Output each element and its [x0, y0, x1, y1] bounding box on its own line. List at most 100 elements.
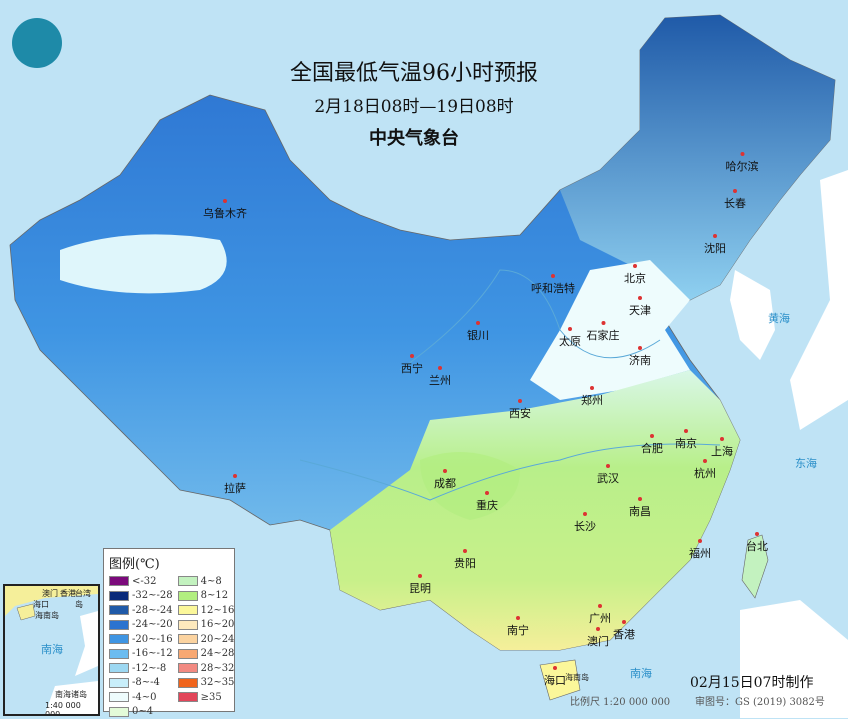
city-label: 海口	[544, 672, 566, 688]
city-label: 成都	[434, 475, 456, 491]
legend-title: 图例(℃)	[109, 553, 234, 572]
legend-label: -12~-8	[132, 663, 166, 674]
map-title: 全国最低气温96小时预报	[0, 55, 838, 87]
city-label: 武汉	[597, 470, 619, 486]
inset-label: 香港	[60, 588, 76, 599]
city-label: 合肥	[641, 440, 663, 456]
city-label: 昆明	[409, 580, 431, 596]
city-label: 郑州	[581, 392, 603, 408]
sea-label: 南海	[630, 665, 652, 681]
city-label: 太原	[559, 333, 581, 349]
inset-scale: 1:40 000 000	[45, 701, 98, 716]
legend-item: 28~32	[178, 661, 235, 676]
legend-swatch	[109, 576, 129, 586]
legend-item: -28~-24	[109, 603, 173, 618]
legend-swatch	[178, 620, 198, 630]
city-label: 呼和浩特	[531, 280, 575, 296]
legend: 图例(℃) <-32 -32~-28 -28~-24 -24~-20 -20~-16 -1…	[103, 548, 235, 712]
city-label: 哈尔滨	[726, 158, 759, 174]
legend-label: 16~20	[201, 619, 235, 630]
legend-item: 20~24	[178, 632, 235, 647]
legend-item: 32~35	[178, 676, 235, 691]
legend-swatch	[178, 634, 198, 644]
legend-swatch	[178, 663, 198, 673]
legend-swatch	[178, 692, 198, 702]
legend-swatch	[178, 678, 198, 688]
tarim-basin	[60, 234, 227, 293]
city-label: 拉萨	[224, 480, 246, 496]
legend-label: 0~4	[132, 706, 153, 717]
legend-item: 16~20	[178, 618, 235, 633]
legend-label: 32~35	[201, 677, 235, 688]
legend-label: ≥35	[201, 692, 222, 703]
legend-item: <-32	[109, 574, 173, 589]
south-china-sea-inset: 澳门 香港 台湾岛 海口 海南岛 南海 南海诸岛 1:40 000 000	[3, 584, 100, 716]
legend-swatch	[109, 707, 129, 717]
sea-label: 东海	[795, 455, 817, 471]
legend-label: 4~8	[201, 576, 222, 587]
city-label: 兰州	[429, 372, 451, 388]
city-label: 福州	[689, 545, 711, 561]
legend-label: -32~-28	[132, 590, 173, 601]
city-label: 天津	[629, 302, 651, 318]
legend-label: 20~24	[201, 634, 235, 645]
city-label: 南宁	[507, 622, 529, 638]
map-scale: 比例尺 1:20 000 000	[570, 693, 670, 708]
inset-label: 南海	[41, 641, 63, 657]
legend-label: -20~-16	[132, 634, 173, 645]
legend-label: 24~28	[201, 648, 235, 659]
production-time: 02月15日07时制作	[690, 672, 813, 692]
legend-swatch	[109, 605, 129, 615]
city-label: 南昌	[629, 503, 651, 519]
city-label: 台北	[746, 538, 768, 554]
legend-swatch	[178, 649, 198, 659]
city-label: 长春	[724, 195, 746, 211]
legend-item: -20~-16	[109, 632, 173, 647]
legend-item: 8~12	[178, 589, 235, 604]
legend-item: 12~16	[178, 603, 235, 618]
legend-item: -24~-20	[109, 618, 173, 633]
city-label: 银川	[467, 327, 489, 343]
city-label: 长沙	[574, 518, 596, 534]
inset-label: 南海诸岛	[55, 689, 87, 700]
legend-swatch	[109, 649, 129, 659]
legend-label: -4~0	[132, 692, 156, 703]
legend-swatch	[178, 576, 198, 586]
legend-swatch	[178, 605, 198, 615]
city-label: 贵阳	[454, 555, 476, 571]
inset-label: 海口	[33, 599, 49, 610]
legend-label: -28~-24	[132, 605, 173, 616]
city-label: 澳门	[587, 633, 609, 649]
forecast-period: 2月18日08时—19日08时	[0, 92, 838, 117]
city-label: 西宁	[401, 360, 423, 376]
city-label: 上海	[711, 443, 733, 459]
agency-name: 中央气象台	[0, 124, 838, 150]
legend-label: 28~32	[201, 663, 235, 674]
legend-item: -32~-28	[109, 589, 173, 604]
legend-swatch	[109, 678, 129, 688]
legend-item: -12~-8	[109, 661, 173, 676]
legend-label: -8~-4	[132, 677, 160, 688]
legend-item: 4~8	[178, 574, 235, 589]
city-label: 杭州	[694, 465, 716, 481]
legend-item: -16~-12	[109, 647, 173, 662]
map-review-number: 审图号：GS (2019) 3082号	[695, 693, 825, 708]
legend-swatch	[109, 620, 129, 630]
legend-item: ≥35	[178, 690, 235, 705]
legend-label: -24~-20	[132, 619, 173, 630]
legend-swatch	[109, 634, 129, 644]
legend-item: 24~28	[178, 647, 235, 662]
legend-label: 8~12	[201, 590, 228, 601]
japan	[790, 170, 848, 430]
city-label: 重庆	[476, 497, 498, 513]
city-label: 石家庄	[587, 327, 620, 343]
inset-label: 澳门	[42, 588, 58, 599]
legend-swatch	[178, 591, 198, 601]
legend-label: <-32	[132, 576, 156, 587]
city-label: 北京	[624, 270, 646, 286]
legend-swatch	[109, 663, 129, 673]
city-label: 广州	[589, 610, 611, 626]
city-label: 香港	[613, 626, 635, 642]
sea-label: 海南岛	[565, 672, 589, 683]
city-label: 沈阳	[704, 240, 726, 256]
